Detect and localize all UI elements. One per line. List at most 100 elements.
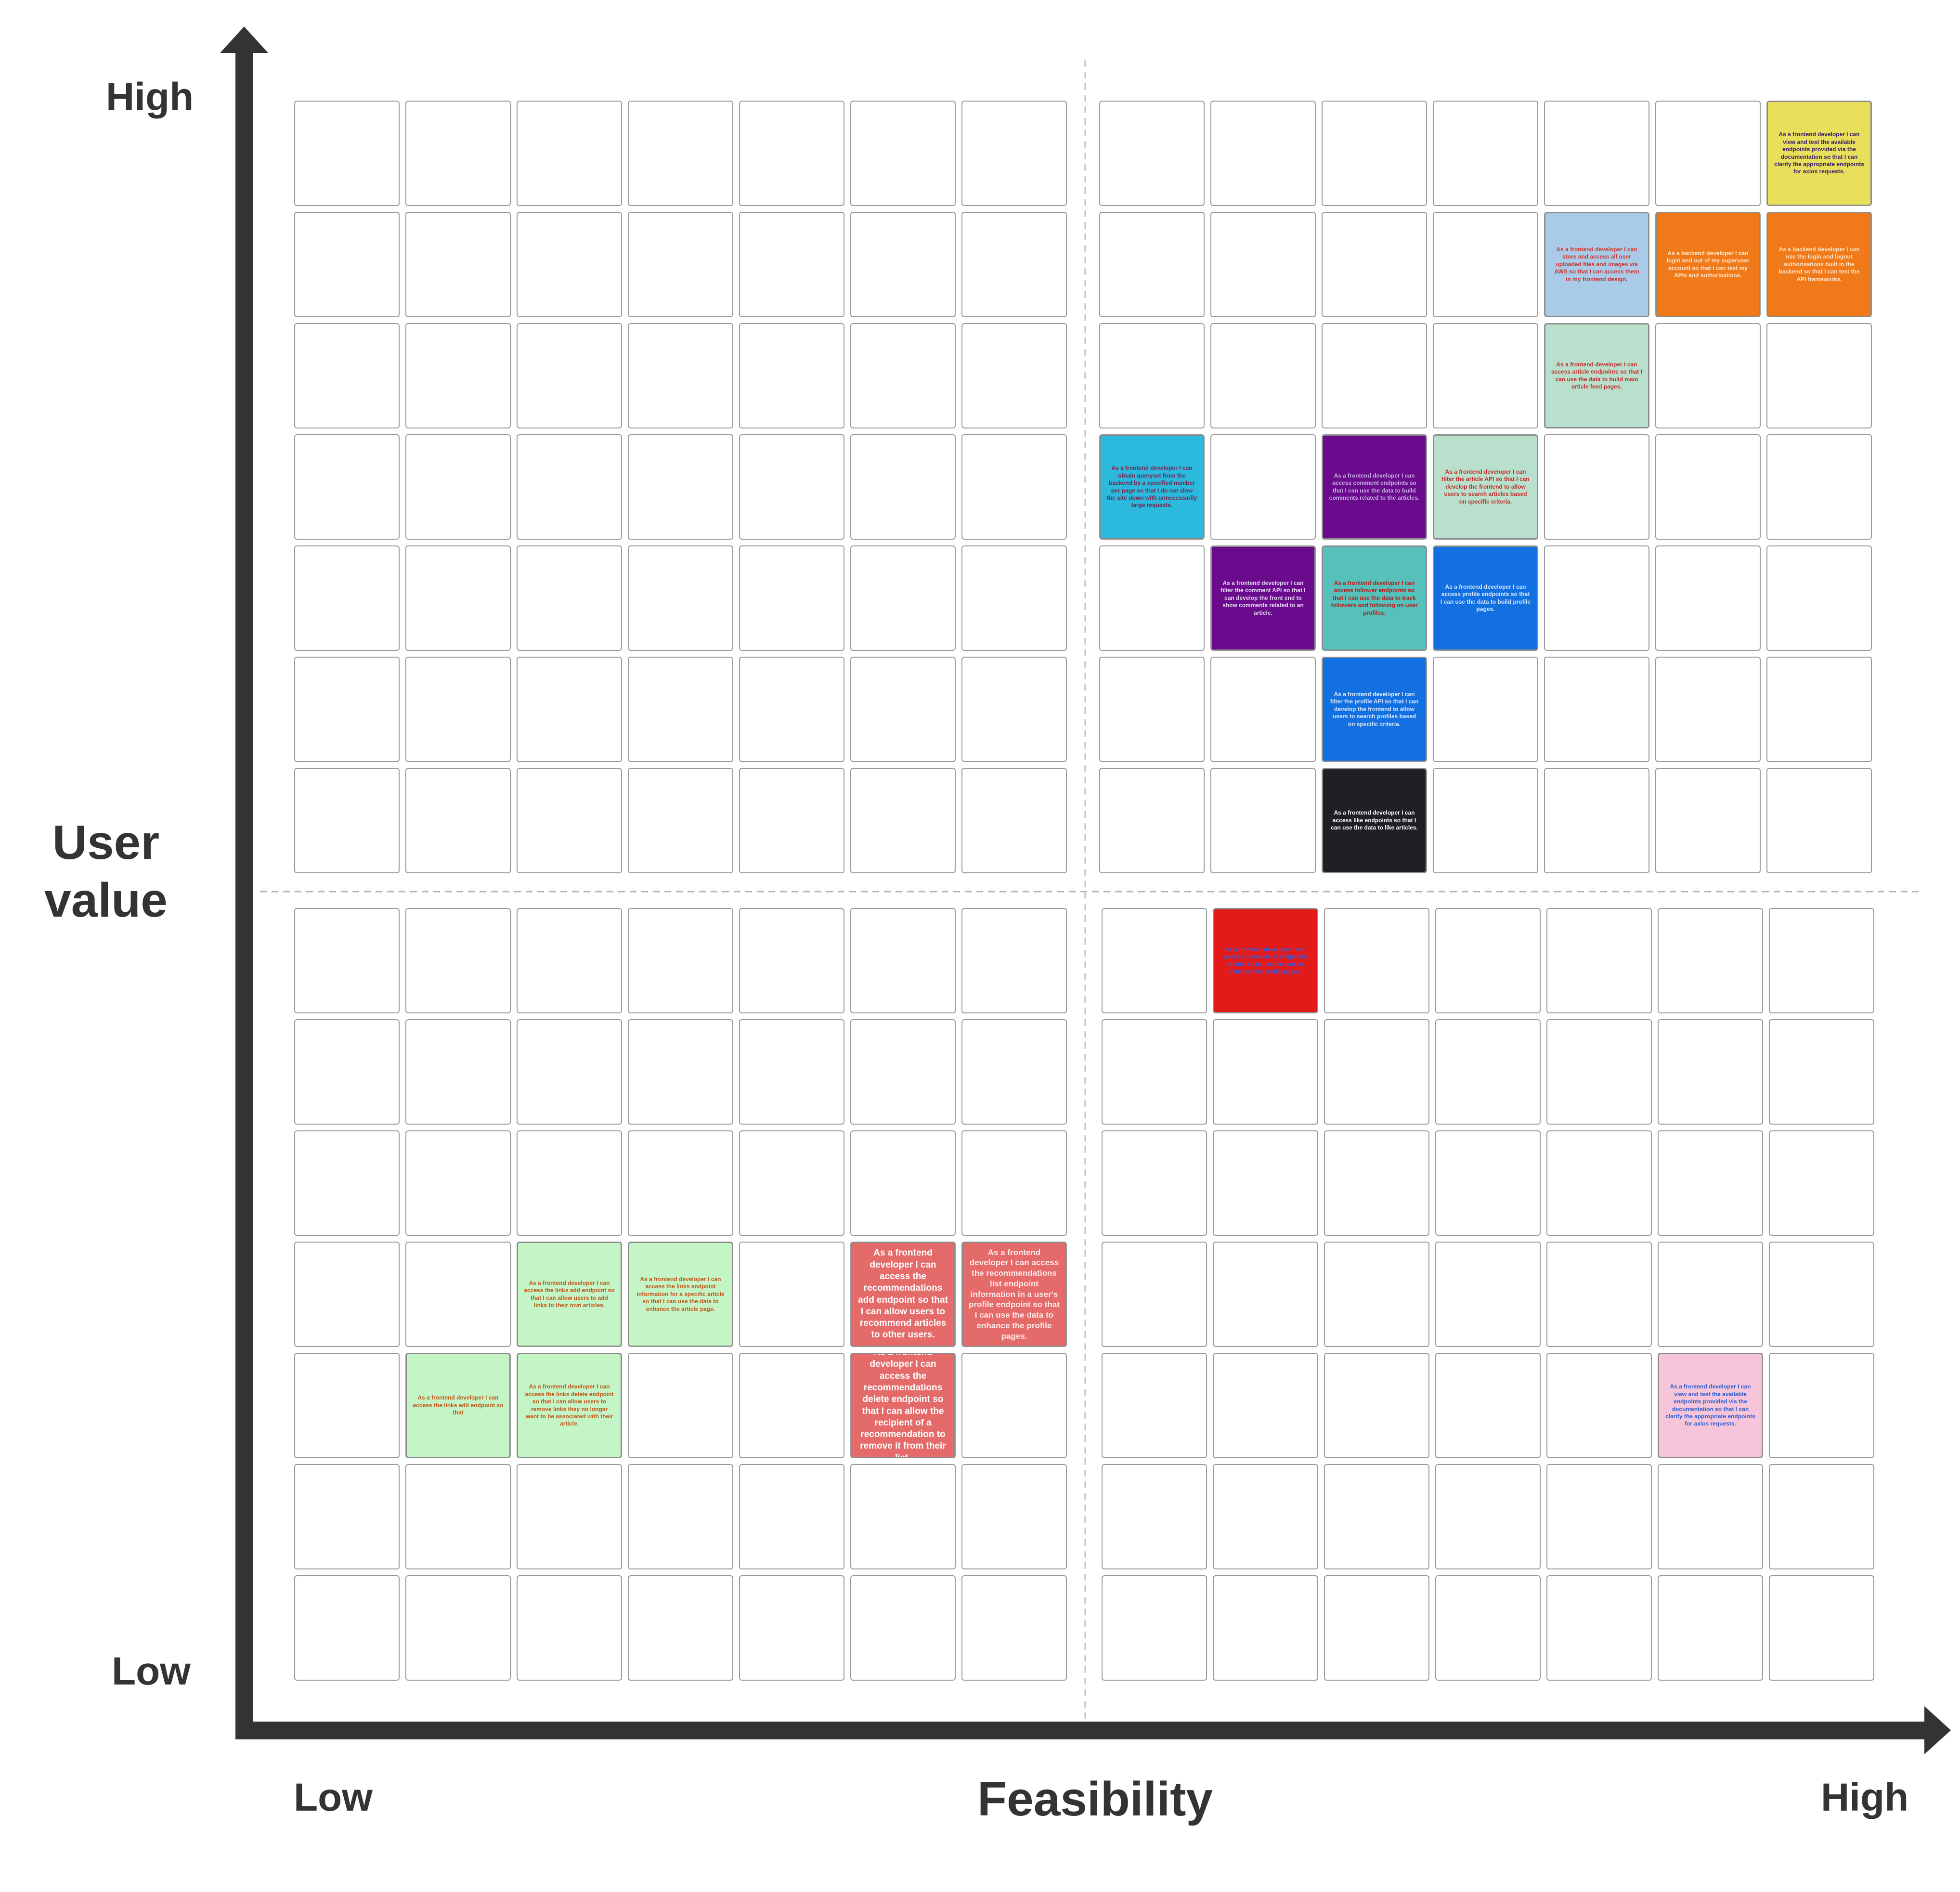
grid-cell-top-right (1655, 434, 1761, 540)
grid-cell-bottom-right (1546, 1130, 1652, 1236)
grid-cell-bottom-right (1435, 1242, 1541, 1347)
grid-cell-top-left (628, 434, 733, 540)
story-note[interactable]: As a frontend developer I can access rec… (1213, 908, 1318, 1013)
grid-cell-bottom-left (294, 1464, 400, 1569)
story-note-text: As a frontend developer I can access fol… (1331, 580, 1418, 616)
grid-cell-top-left (294, 212, 400, 317)
story-note[interactable]: As a frontend developer I can access the… (851, 1353, 955, 1458)
grid-cell-bottom-left (961, 1019, 1067, 1125)
grid-cell-top-right (1766, 657, 1872, 762)
grid-cell-bottom-right (1213, 1019, 1318, 1125)
grid-cell-top-right (1433, 212, 1538, 317)
grid-cell-bottom-right (1546, 1353, 1652, 1458)
grid-cell-top-left (628, 657, 733, 762)
grid-cell-bottom-left (405, 1242, 511, 1347)
grid-cell-top-left (517, 768, 622, 873)
story-note-text: As a frontend developer I can access rec… (1224, 946, 1307, 975)
grid-cell-top-left (294, 657, 400, 762)
story-note-text: As a frontend developer I can obtain que… (1106, 465, 1197, 509)
grid-cell-bottom-right (1102, 1353, 1207, 1458)
grid-cell-top-left (850, 545, 956, 651)
grid-cell-top-left (850, 212, 956, 317)
story-note[interactable]: As a backend developer I can use the log… (1767, 212, 1871, 317)
grid-cell-top-right (1099, 657, 1205, 762)
story-note[interactable]: As a frontend developer I can access lik… (1322, 768, 1427, 873)
grid-cell-top-left (850, 323, 956, 428)
grid-cell-bottom-left (739, 1242, 844, 1347)
story-note-text: As a frontend developer I can filter the… (1441, 468, 1530, 505)
grid-cell-top-left (850, 101, 956, 206)
story-note[interactable]: As a frontend developer I can access art… (1545, 324, 1649, 428)
grid-cell-bottom-left (739, 1353, 844, 1458)
grid-cell-bottom-right (1102, 908, 1207, 1013)
grid-cell-bottom-left (294, 908, 400, 1013)
story-note[interactable]: As a frontend developer I can access the… (517, 1353, 622, 1458)
grid-cell-bottom-left (517, 1575, 622, 1681)
grid-cell-top-left (294, 323, 400, 428)
grid-cell-bottom-left (405, 1019, 511, 1125)
grid-cell-bottom-left (405, 908, 511, 1013)
grid-cell-top-right (1210, 657, 1316, 762)
grid-cell-top-left (628, 323, 733, 428)
story-note[interactable]: As a frontend developer I can access com… (1322, 435, 1427, 539)
story-note-text: As a frontend developer I can access the… (525, 1383, 614, 1427)
grid-cell-bottom-right (1435, 1130, 1541, 1236)
grid-cell-bottom-left (850, 1019, 956, 1125)
grid-cell-bottom-left (628, 1130, 733, 1236)
grid-cell-bottom-left (739, 1019, 844, 1125)
story-note[interactable]: As a frontend developer I can filter the… (1211, 546, 1315, 650)
grid-cell-bottom-left (628, 1575, 733, 1681)
grid-cell-bottom-right (1213, 1353, 1318, 1458)
story-note[interactable]: As a frontend developer I can filter the… (1322, 657, 1427, 762)
grid-cell-top-right (1544, 657, 1649, 762)
grid-cell-top-left (517, 545, 622, 651)
grid-cell-top-left (739, 101, 844, 206)
story-note[interactable]: As a frontend developer I can view and t… (1767, 101, 1871, 206)
story-note[interactable]: As a frontend developer I can obtain que… (1100, 435, 1204, 539)
grid-cell-bottom-right (1769, 1464, 1874, 1569)
grid-cell-bottom-right (1769, 1242, 1874, 1347)
y-axis-title: User value (44, 816, 168, 927)
story-note[interactable]: As a backend developer I can login and o… (1656, 212, 1760, 317)
x-axis-line (235, 1722, 1925, 1739)
grid-cell-bottom-right (1769, 1353, 1874, 1458)
grid-cell-top-left (961, 545, 1067, 651)
grid-cell-bottom-right (1213, 1130, 1318, 1236)
grid-cell-top-left (739, 545, 844, 651)
story-note-text: As a frontend developer I can access com… (1329, 472, 1420, 501)
grid-cell-bottom-left (961, 908, 1067, 1013)
grid-cell-top-left (739, 768, 844, 873)
story-note[interactable]: As a frontend developer I can view and t… (1658, 1353, 1763, 1458)
story-note-text: As a frontend developer I can access the… (969, 1247, 1060, 1341)
grid-cell-bottom-right (1769, 1130, 1874, 1236)
story-note[interactable]: As a frontend developer I can store and … (1545, 212, 1649, 317)
grid-cell-bottom-left (517, 1019, 622, 1125)
grid-cell-top-right (1099, 323, 1205, 428)
grid-cell-bottom-right (1769, 1019, 1874, 1125)
story-note[interactable]: As a frontend developer I can access fol… (1322, 546, 1427, 650)
grid-cell-bottom-left (628, 1353, 733, 1458)
grid-cell-bottom-right (1658, 1019, 1763, 1125)
grid-cell-bottom-left (850, 1464, 956, 1569)
story-note[interactable]: As a frontend developer I can access the… (517, 1242, 622, 1347)
grid-cell-top-right (1766, 434, 1872, 540)
grid-cell-top-right (1766, 768, 1872, 873)
grid-cell-top-right (1099, 101, 1205, 206)
grid-cell-top-left (517, 434, 622, 540)
story-note[interactable]: As a frontend developer I can filter the… (1433, 435, 1538, 539)
story-note[interactable]: As a frontend developer I can access the… (851, 1242, 955, 1347)
grid-cell-bottom-left (517, 1464, 622, 1569)
story-note[interactable]: As a frontend developer I can access pro… (1433, 546, 1538, 650)
grid-cell-bottom-right (1435, 1353, 1541, 1458)
grid-cell-top-right (1210, 101, 1316, 206)
grid-cell-top-right (1099, 768, 1205, 873)
grid-cell-top-right (1655, 768, 1761, 873)
grid-cell-top-left (850, 434, 956, 540)
story-note[interactable]: As a frontend developer I can access the… (628, 1242, 733, 1347)
grid-cell-top-right (1433, 657, 1538, 762)
story-note-text: As a backend developer I can use the log… (1778, 246, 1860, 283)
story-note[interactable]: As a frontend developer I can access the… (406, 1353, 510, 1458)
grid-cell-bottom-right (1546, 1019, 1652, 1125)
grid-cell-top-left (961, 657, 1067, 762)
story-note[interactable]: As a frontend developer I can access the… (962, 1242, 1066, 1347)
